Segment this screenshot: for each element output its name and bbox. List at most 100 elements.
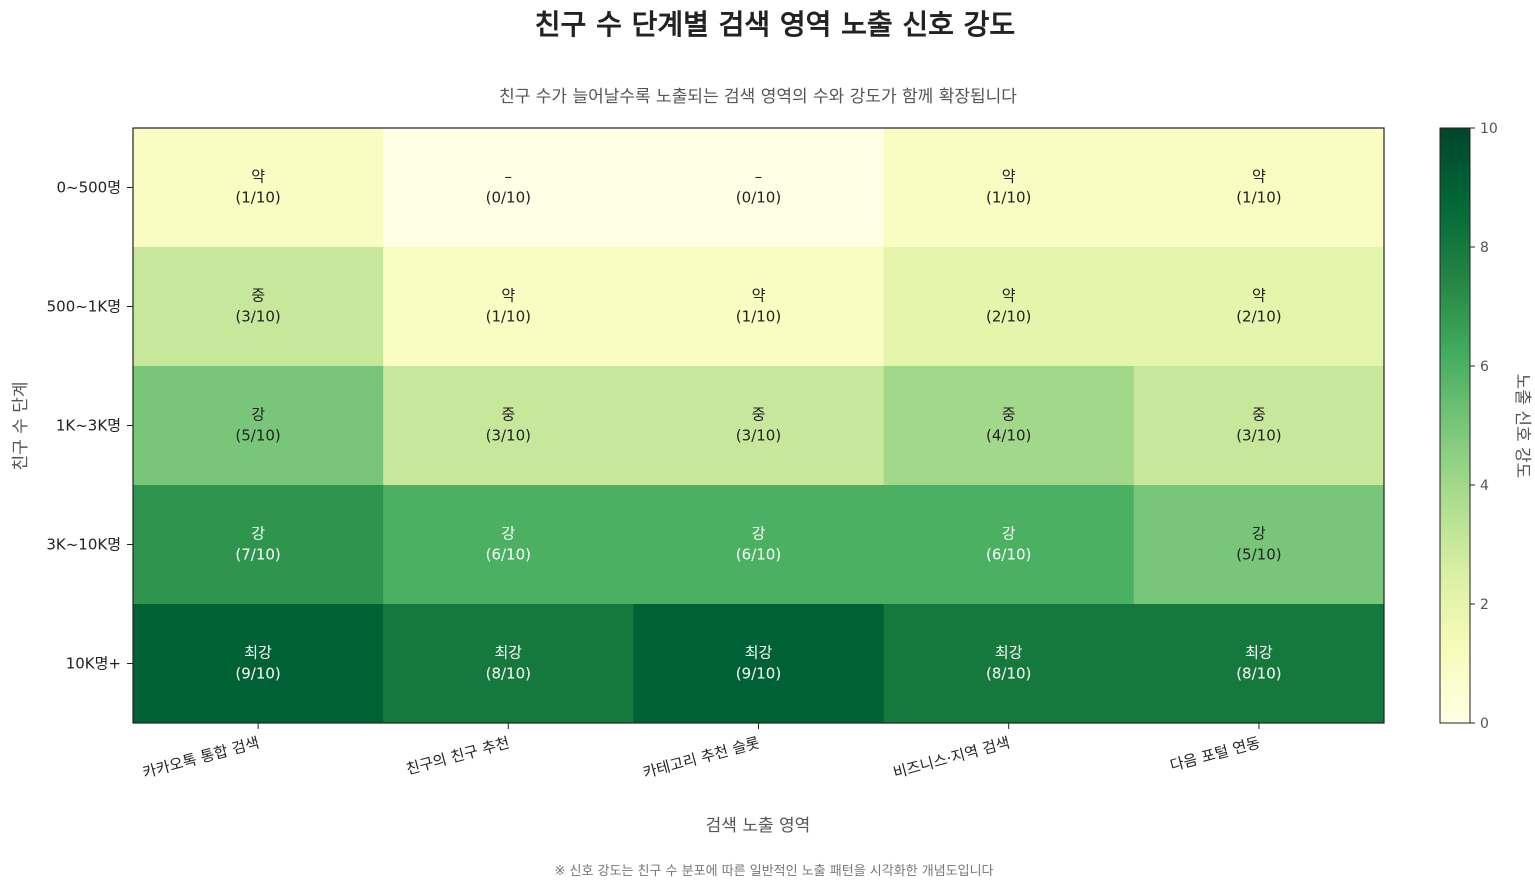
heatmap-cell — [1133, 366, 1385, 486]
cell-level-label: 최강 — [995, 644, 1023, 662]
heatmap-cells: 약 (1/10) – (0/10) – (0/10) 약 (1/10) 약 (1/10) 중 (3/1… — [133, 128, 1385, 724]
cell-value-label: (8/10) — [486, 665, 531, 683]
cell-level-label: 중 — [501, 406, 515, 424]
heatmap-cell — [133, 485, 384, 605]
cell-level-label: 최강 — [494, 644, 522, 662]
cell-level-label: 약 — [251, 168, 265, 186]
heatmap-cell — [383, 247, 634, 367]
cell-level-label: – — [505, 168, 513, 186]
cell-level-label: 최강 — [745, 644, 773, 662]
colorbar-tick-label: 10 — [1480, 121, 1498, 137]
heatmap-cell — [883, 604, 1135, 724]
cell-value-label: (0/10) — [486, 189, 531, 207]
heatmap-cell — [883, 128, 1135, 248]
heatmap-cell — [633, 128, 885, 248]
cell-value-label: (1/10) — [1236, 189, 1281, 207]
cell-value-label: (6/10) — [486, 546, 531, 564]
cell-value-label: (1/10) — [235, 189, 280, 207]
cell-value-label: (8/10) — [1236, 665, 1281, 683]
cell-value-label: (3/10) — [736, 427, 781, 445]
colorbar-tick-label: 4 — [1480, 478, 1489, 494]
cell-value-label: (3/10) — [1236, 427, 1281, 445]
colorbar — [1439, 127, 1471, 724]
cell-level-label: 강 — [1002, 525, 1016, 543]
colorbar-tick-label: 6 — [1480, 359, 1489, 375]
footnote: ※ 신호 강도는 친구 수 분포에 따른 일반적인 노출 패턴을 시각화한 개념… — [554, 864, 993, 879]
colorbar-ticks: 0 2 4 6 8 10 — [1470, 121, 1498, 732]
cell-level-label: 약 — [752, 287, 766, 305]
cell-value-label: (1/10) — [986, 189, 1031, 207]
x-tick-label: 친구의 친구 추천 — [404, 733, 511, 778]
cell-level-label: 강 — [501, 525, 515, 543]
cell-value-label: (6/10) — [736, 546, 781, 564]
cell-level-label: 강 — [251, 525, 265, 543]
colorbar-tick-label: 0 — [1480, 716, 1489, 732]
x-tick-label: 카테고리 추천 슬롯 — [641, 733, 762, 781]
x-tick-label: 다음 포털 연동 — [1168, 733, 1262, 774]
cell-level-label: 최강 — [244, 644, 272, 662]
heatmap-cell — [133, 128, 384, 248]
cell-level-label: 약 — [1002, 168, 1016, 186]
heatmap-cell — [633, 604, 885, 724]
x-tick-label: 비즈니스·지역 검색 — [891, 733, 1012, 781]
cell-value-label: (5/10) — [235, 427, 280, 445]
colorbar-tick-label: 2 — [1480, 597, 1489, 613]
cell-value-label: (7/10) — [235, 546, 280, 564]
chart-subtitle: 친구 수가 늘어날수록 노출되는 검색 영역의 수와 강도가 함께 확장됩니다 — [499, 87, 1017, 107]
heatmap-cell — [883, 247, 1135, 367]
heatmap-cell — [1133, 604, 1385, 724]
heatmap-cell — [383, 128, 634, 248]
cell-value-label: (8/10) — [986, 665, 1031, 683]
heatmap-cell — [883, 485, 1135, 605]
cell-level-label: 최강 — [1245, 644, 1273, 662]
cell-value-label: (9/10) — [235, 665, 280, 683]
x-tick-label: 카카오톡 통합 검색 — [141, 733, 262, 781]
heatmap-cell — [1133, 128, 1385, 248]
heatmap-cell — [133, 366, 384, 486]
heatmap-cell — [383, 604, 634, 724]
cell-value-label: (1/10) — [736, 308, 781, 326]
y-tick-label: 3K~10K명 — [46, 536, 121, 554]
cell-value-label: (1/10) — [486, 308, 531, 326]
y-tick-label: 0~500명 — [56, 179, 121, 197]
colorbar-tick-label: 8 — [1480, 240, 1489, 256]
cell-value-label: (6/10) — [986, 546, 1031, 564]
cell-value-label: (0/10) — [736, 189, 781, 207]
heatmap-cell — [1133, 247, 1385, 367]
cell-value-label: (5/10) — [1236, 546, 1281, 564]
cell-value-label: (2/10) — [1236, 308, 1281, 326]
heatmap-cell — [633, 247, 885, 367]
cell-level-label: 강 — [752, 525, 766, 543]
chart-title: 친구 수 단계별 검색 영역 노출 신호 강도 — [535, 8, 1015, 41]
heatmap-cell — [883, 366, 1135, 486]
heatmap-cell — [633, 366, 885, 486]
cell-value-label: (4/10) — [986, 427, 1031, 445]
cell-level-label: 중 — [1252, 406, 1266, 424]
heatmap-cell — [383, 366, 634, 486]
y-tick-label: 1K~3K명 — [56, 417, 121, 435]
cell-level-label: 중 — [752, 406, 766, 424]
cell-value-label: (9/10) — [736, 665, 781, 683]
y-axis: 0~500명 500~1K명 1K~3K명 3K~10K명 10K명+ — [46, 179, 133, 673]
cell-value-label: (3/10) — [486, 427, 531, 445]
cell-value-label: (3/10) — [235, 308, 280, 326]
heatmap-cell — [133, 604, 384, 724]
cell-level-label: 약 — [1252, 168, 1266, 186]
y-axis-label: 친구 수 단계 — [11, 381, 31, 470]
x-axis-label: 검색 노출 영역 — [706, 816, 811, 836]
cell-level-label: 약 — [1002, 287, 1016, 305]
cell-level-label: 강 — [1252, 525, 1266, 543]
cell-level-label: 중 — [1002, 406, 1016, 424]
x-axis: 카카오톡 통합 검색 친구의 친구 추천 카테고리 추천 슬롯 비즈니스·지역 검색 다… — [141, 723, 1262, 782]
heatmap-cell — [633, 485, 885, 605]
heatmap-cell — [1133, 485, 1385, 605]
heatmap-cell — [133, 247, 384, 367]
cell-value-label: (2/10) — [986, 308, 1031, 326]
y-tick-label: 500~1K명 — [47, 298, 121, 316]
y-tick-label: 10K명+ — [66, 655, 121, 673]
cell-level-label: 강 — [251, 406, 265, 424]
cell-level-label: – — [755, 168, 763, 186]
cell-level-label: 약 — [501, 287, 515, 305]
cell-level-label: 중 — [251, 287, 265, 305]
